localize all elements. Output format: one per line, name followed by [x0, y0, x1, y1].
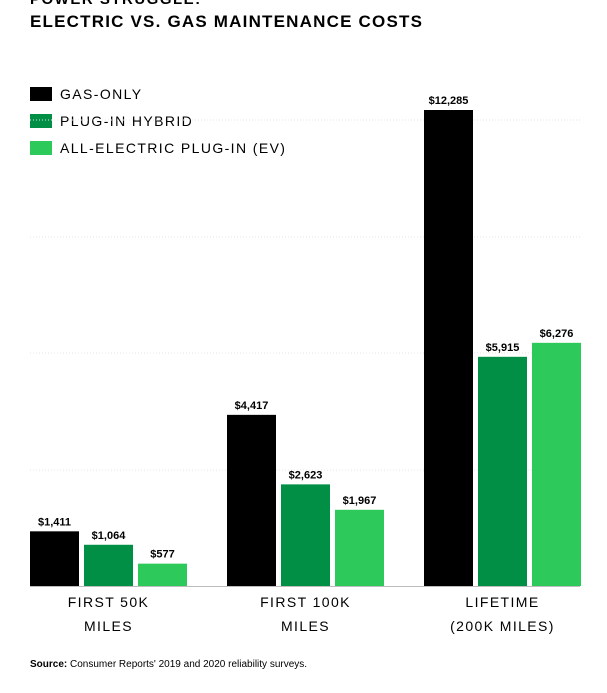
category-label-0-line-0: FIRST 50K [68, 594, 150, 610]
category-label-1-line-0: FIRST 100K [260, 594, 351, 610]
data-label-plug-in-hybrid-1: $2,623 [289, 469, 323, 481]
category-label-2-line-1: (200K MILES) [450, 618, 555, 634]
bar-gas-only-1 [227, 414, 276, 586]
source-note: Source: Consumer Reports' 2019 and 2020 … [30, 659, 307, 670]
bar-all-electric-plug-in-ev-0 [138, 563, 187, 586]
bar-all-electric-plug-in-ev-1 [335, 509, 384, 586]
bar-plug-in-hybrid-1 [281, 484, 330, 586]
data-label-all-electric-plug-in-ev-1: $1,967 [343, 495, 377, 507]
bar-all-electric-plug-in-ev-2 [532, 342, 581, 586]
legend-swatch-gas-only [30, 86, 52, 101]
legend-label-gas-only: GAS-ONLY [60, 85, 143, 102]
data-label-all-electric-plug-in-ev-2: $6,276 [540, 328, 574, 340]
source-label: Source: [30, 659, 68, 670]
bar-plug-in-hybrid-2 [478, 356, 527, 586]
data-label-plug-in-hybrid-0: $1,064 [92, 530, 127, 542]
category-label-1-line-1: MILES [281, 618, 330, 634]
legend-item-plug-in-hybrid: PLUG-IN HYBRID [30, 107, 286, 134]
category-label-2-line-0: LIFETIME [465, 594, 539, 610]
legend-label-all-electric: ALL-ELECTRIC PLUG-IN (EV) [60, 139, 287, 156]
data-label-plug-in-hybrid-2: $5,915 [486, 342, 520, 354]
bar-gas-only-0 [30, 531, 79, 586]
data-label-gas-only-1: $4,417 [235, 400, 269, 412]
bar-plug-in-hybrid-0 [84, 544, 133, 586]
source-text: Consumer Reports' 2019 and 2020 reliabil… [70, 659, 308, 670]
legend-item-all-electric: ALL-ELECTRIC PLUG-IN (EV) [30, 134, 286, 161]
legend: GAS-ONLY PLUG-IN HYBRID ALL-ELECTRIC PLU… [30, 80, 286, 161]
cut-off-heading: POWER STRUGGLE: [30, 0, 202, 8]
legend-item-gas-only: GAS-ONLY [30, 80, 286, 107]
chart-title: ELECTRIC VS. GAS MAINTENANCE COSTS [30, 12, 424, 31]
data-label-gas-only-2: $12,285 [429, 95, 469, 107]
category-label-0-line-1: MILES [84, 618, 133, 634]
legend-swatch-all-electric [30, 140, 52, 155]
data-label-all-electric-plug-in-ev-0: $577 [150, 549, 174, 561]
data-label-gas-only-0: $1,411 [38, 516, 71, 528]
bar-gas-only-2 [424, 110, 473, 586]
legend-swatch-plug-in-hybrid [30, 113, 52, 128]
legend-label-plug-in-hybrid: PLUG-IN HYBRID [60, 112, 194, 129]
